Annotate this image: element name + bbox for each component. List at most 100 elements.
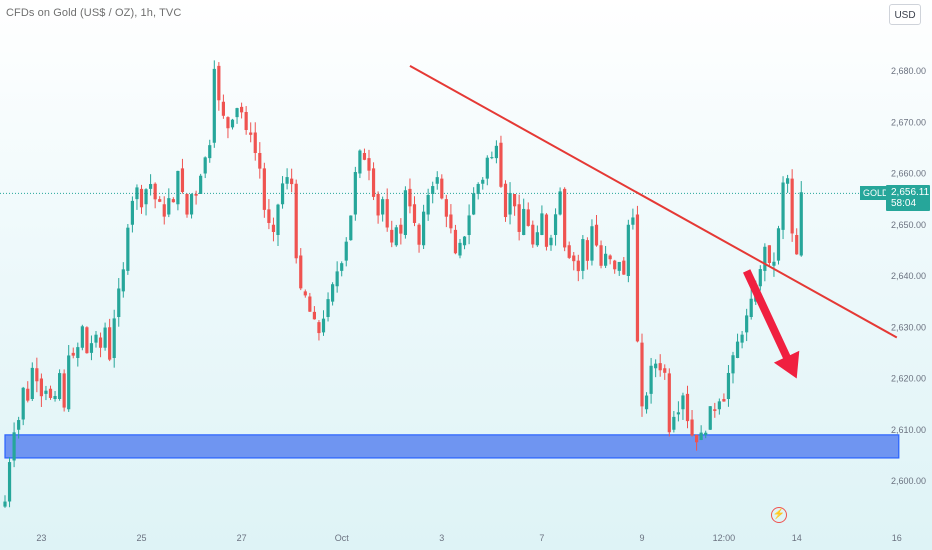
candle-body [253,132,257,154]
currency-button[interactable]: USD [889,4,921,25]
candle-body [699,432,703,440]
candle-body [162,204,166,217]
y-tick-label: 2,600.00 [891,476,926,486]
candle [544,213,549,251]
candle-body [67,355,71,410]
lightning-bolt-icon[interactable]: ⚡ [771,507,787,523]
candle-body [344,241,348,261]
candle-body [567,245,571,258]
candle-body [299,255,303,289]
candle-body [649,365,653,394]
candle-body [130,200,134,225]
candle [89,335,94,361]
candle-body [262,168,266,210]
candle [67,345,71,412]
candle [599,240,603,269]
candle [180,158,185,194]
candle [176,170,180,211]
candle-body [335,271,339,287]
candle [676,401,680,422]
candle [285,168,289,190]
candle-body [62,373,66,408]
candle [35,357,39,393]
candle [508,182,512,225]
candle-body [189,194,194,215]
candle-body [776,228,781,261]
support-zone [4,434,900,459]
candle-body [171,199,175,203]
candle [126,224,130,275]
candle-body [271,224,276,232]
x-tick-label: 27 [237,533,247,543]
candle [17,416,21,439]
candle [344,237,348,267]
candle-body [326,299,330,317]
candle-body [89,343,94,353]
candle-body [494,145,498,159]
candle [139,184,144,214]
candle [294,179,298,264]
x-tick-label: 9 [639,533,644,543]
candle-body [667,373,671,433]
candle [412,196,417,227]
candle [431,181,435,204]
candle [340,261,344,277]
candle [317,320,321,341]
candle-body [749,298,753,317]
candle-body [772,261,776,266]
support-zone-layer [4,434,900,459]
candle [699,425,703,441]
candle [80,324,84,351]
candle-body [221,101,225,116]
candle-body [217,65,221,101]
candle [526,202,530,227]
candle-body [258,153,262,169]
candle-body [526,209,530,226]
candle [540,205,544,236]
x-tick-label: 14 [792,533,802,543]
candle [321,310,326,336]
candle-body [35,368,39,382]
candle-body [149,184,153,189]
candle [331,282,335,306]
candle [594,214,599,247]
candle [230,118,235,130]
symbol-label: GOLD [860,186,892,200]
candle-body [713,409,717,411]
candle [654,359,658,378]
y-tick-label: 2,680.00 [891,66,926,76]
candle-body [549,237,553,246]
candle [767,245,771,267]
candle [7,457,12,508]
candle [626,219,630,283]
candle [503,180,508,222]
candle [735,333,740,359]
candle-body [199,175,203,194]
candle-body [408,188,412,207]
candle [490,151,494,160]
candle-body [381,199,385,215]
candle [276,203,280,246]
candle-body [285,177,289,184]
candle-body [226,117,230,129]
candle [158,196,162,203]
candle-body [71,352,75,356]
candle-body [763,246,767,271]
candle [695,434,699,451]
candle-body [626,224,630,276]
candle-body [467,215,471,235]
candle [485,155,489,186]
candle-body [640,342,644,407]
candle-body [513,194,517,207]
candle-body [644,395,649,410]
candle [462,236,467,250]
x-tick-label: 7 [539,533,544,543]
y-tick-label: 2,610.00 [891,425,926,435]
candle-body [53,396,57,399]
candle [481,177,485,190]
candle-body [358,150,362,174]
candle [162,196,166,225]
candle-body [431,186,435,194]
